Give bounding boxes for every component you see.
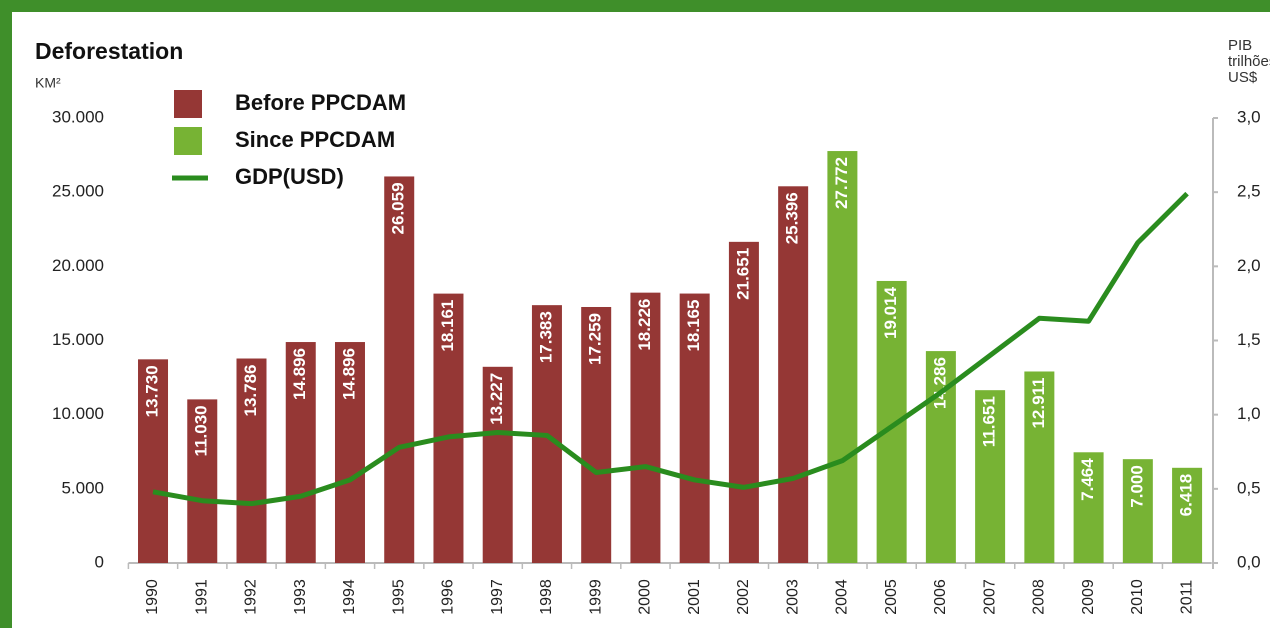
bar: [1024, 371, 1055, 563]
value-label: 18.161: [438, 300, 457, 352]
bar: [827, 151, 858, 564]
y-tick-label: 10.000: [52, 404, 104, 423]
x-tick-label: 1992: [243, 579, 260, 615]
bar: [482, 366, 513, 563]
x-tick-label: 1997: [489, 579, 506, 615]
y-tick-label: 30.000: [52, 107, 104, 126]
bar: [975, 390, 1006, 563]
value-label: 14.286: [930, 357, 949, 409]
x-tick-label: 2000: [637, 579, 654, 615]
legend-swatch: [174, 127, 202, 155]
x-tick-label: 1998: [538, 579, 555, 615]
x-tick-label: 2007: [981, 579, 998, 615]
x-tick-label: 2001: [686, 579, 703, 615]
bar: [285, 342, 316, 563]
bar: [138, 359, 169, 563]
y2-tick-label: 0,0: [1237, 552, 1261, 571]
bar: [334, 342, 365, 563]
value-label: 17.259: [586, 313, 605, 365]
chart-title: Deforestation: [35, 38, 183, 64]
legend-label: Before PPCDAM: [235, 90, 406, 115]
y2-tick-label: 0,5: [1237, 478, 1261, 497]
x-tick-label: 2008: [1031, 579, 1048, 615]
value-label: 25.396: [783, 192, 802, 244]
value-label: 18.165: [684, 300, 703, 352]
bar: [679, 293, 710, 563]
value-label: 27.772: [832, 157, 851, 209]
y-tick-label: 0: [95, 552, 104, 571]
bar: [728, 241, 759, 563]
value-label: 11.651: [980, 396, 999, 447]
x-tick-label: 2011: [1178, 580, 1195, 615]
y-tick-label: 15.000: [52, 330, 104, 349]
bar: [1172, 467, 1203, 563]
bar: [581, 306, 612, 563]
value-label: 6.418: [1177, 474, 1196, 517]
value-label: 13.730: [143, 365, 162, 417]
value-label: 12.911: [1029, 377, 1048, 428]
y-tick-label: 25.000: [52, 182, 104, 201]
value-label: 7.464: [1078, 458, 1097, 501]
y2-tick-label: 2,5: [1237, 182, 1261, 201]
x-tick-label: 2006: [932, 579, 949, 615]
value-label: 14.896: [290, 348, 309, 400]
x-tick-label: 1995: [390, 579, 407, 615]
bar: [187, 399, 218, 563]
value-label: 13.227: [487, 373, 506, 425]
bar: [1073, 452, 1104, 563]
x-tick-label: 1996: [440, 579, 457, 615]
y-tick-label: 5.000: [61, 478, 104, 497]
legend-label: Since PPCDAM: [235, 127, 395, 152]
bar: [1122, 459, 1153, 563]
y2-tick-label: 2,0: [1237, 256, 1261, 275]
y2-axis-label: PIB trilhões US$: [1228, 37, 1270, 86]
value-label: 13.786: [241, 365, 260, 417]
x-tick-label: 1990: [144, 579, 161, 615]
bar: [778, 186, 809, 563]
y-tick-label: 20.000: [52, 256, 104, 275]
x-tick-label: 1999: [587, 579, 604, 615]
legend-swatch: [174, 90, 202, 118]
legend-label: GDP(USD): [235, 164, 344, 189]
value-label: 7.000: [1127, 465, 1146, 508]
value-label: 18.226: [635, 299, 654, 351]
x-tick-label: 2003: [784, 579, 801, 615]
bar: [384, 176, 415, 563]
value-label: 17.383: [536, 311, 555, 363]
value-label: 21.651: [733, 248, 752, 300]
y2-tick-label: 1,5: [1237, 330, 1261, 349]
bar: [236, 358, 267, 563]
bar: [433, 293, 464, 563]
line: [152, 191, 1189, 507]
x-tick-label: 2009: [1080, 579, 1097, 615]
x-tick-label: 2004: [834, 579, 851, 615]
x-tick-label: 1994: [341, 579, 358, 615]
x-tick-label: 1993: [292, 579, 309, 615]
x-tick-label: 1991: [193, 579, 210, 615]
bar: [630, 292, 661, 563]
value-label: 26.059: [389, 182, 408, 234]
y-axis-label: KM²: [35, 75, 61, 91]
value-label: 11.030: [192, 405, 211, 456]
x-tick-label: 2005: [883, 579, 900, 615]
x-tick-label: 2010: [1129, 579, 1146, 615]
value-label: 19.014: [881, 286, 900, 339]
value-label: 14.896: [339, 348, 358, 400]
y2-tick-label: 1,0: [1237, 404, 1261, 423]
y2-tick-label: 3,0: [1237, 107, 1261, 126]
x-tick-label: 2002: [735, 579, 752, 615]
